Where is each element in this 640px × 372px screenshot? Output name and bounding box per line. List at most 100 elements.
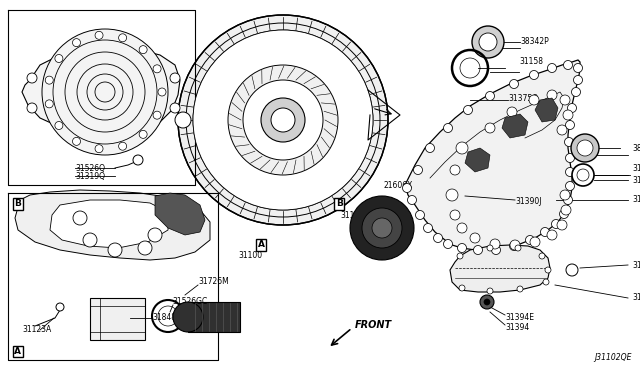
Circle shape [573,76,582,84]
Circle shape [507,107,517,117]
Circle shape [413,166,422,174]
Circle shape [566,121,575,129]
Circle shape [153,65,161,73]
Text: 31390J: 31390J [515,198,541,206]
Circle shape [444,240,452,248]
Circle shape [372,218,392,238]
Circle shape [243,80,323,160]
Circle shape [547,230,557,240]
Circle shape [568,103,577,112]
Circle shape [474,246,483,254]
Circle shape [543,279,549,285]
Circle shape [73,211,87,225]
Circle shape [457,253,463,259]
Circle shape [271,108,295,132]
Text: 31158: 31158 [519,58,543,67]
Circle shape [433,234,442,243]
Circle shape [424,224,433,232]
Polygon shape [465,148,490,172]
Circle shape [566,167,575,176]
Circle shape [509,80,518,89]
Text: 31526Q: 31526Q [75,164,105,173]
Text: 21606X: 21606X [383,180,412,189]
Circle shape [547,90,557,100]
Text: 31848N: 31848N [152,314,182,323]
Circle shape [175,112,191,128]
Circle shape [563,110,573,120]
Circle shape [530,237,540,247]
Circle shape [138,241,152,255]
Circle shape [484,299,490,305]
Circle shape [350,196,414,260]
Circle shape [118,34,127,42]
Circle shape [446,189,458,201]
Text: 31397: 31397 [632,196,640,205]
Circle shape [561,205,571,215]
Text: B: B [15,199,21,208]
Circle shape [83,233,97,247]
Text: 38342P: 38342P [520,38,548,46]
Circle shape [173,302,203,332]
Circle shape [487,245,493,251]
Circle shape [170,103,180,113]
Polygon shape [22,48,180,133]
Circle shape [487,288,493,294]
Circle shape [450,210,460,220]
Text: 31188A: 31188A [340,211,369,219]
Circle shape [525,235,534,244]
Circle shape [261,98,305,142]
Circle shape [463,106,472,115]
Circle shape [458,244,467,253]
Circle shape [557,125,567,135]
Circle shape [572,87,580,96]
Circle shape [153,111,161,119]
Polygon shape [535,98,558,122]
Circle shape [158,88,166,96]
Circle shape [490,239,500,249]
Circle shape [545,267,551,273]
Text: FRONT: FRONT [355,320,392,330]
Circle shape [148,228,162,242]
Circle shape [178,15,388,225]
Text: 31390: 31390 [632,294,640,302]
Text: 31123A: 31123A [22,326,51,334]
Circle shape [486,92,495,100]
Circle shape [133,155,143,165]
Circle shape [403,183,412,192]
Circle shape [552,219,561,228]
Circle shape [566,264,578,276]
Circle shape [485,123,495,133]
Polygon shape [15,190,210,260]
Circle shape [27,103,37,113]
Circle shape [415,211,424,219]
Circle shape [479,33,497,51]
Polygon shape [155,193,205,235]
Circle shape [457,223,467,233]
Circle shape [72,39,81,46]
Circle shape [362,208,402,248]
Text: 31526QA: 31526QA [632,164,640,173]
Circle shape [517,286,523,292]
Text: 31394E: 31394E [505,314,534,323]
Circle shape [108,243,122,257]
Polygon shape [90,298,145,340]
Circle shape [510,240,520,250]
Circle shape [56,303,64,311]
Circle shape [170,73,180,83]
Polygon shape [502,114,528,138]
Circle shape [45,76,53,84]
Circle shape [571,134,599,162]
Polygon shape [188,302,240,332]
Circle shape [480,295,494,309]
Circle shape [572,164,594,186]
Circle shape [541,228,550,237]
Circle shape [564,138,573,147]
Circle shape [450,165,460,175]
Circle shape [72,137,81,145]
Circle shape [456,142,468,154]
Text: 31319Q: 31319Q [75,171,105,180]
Text: A: A [15,347,21,356]
Text: 31375Q: 31375Q [508,93,538,103]
Circle shape [577,140,593,156]
Text: 31124A: 31124A [632,260,640,269]
